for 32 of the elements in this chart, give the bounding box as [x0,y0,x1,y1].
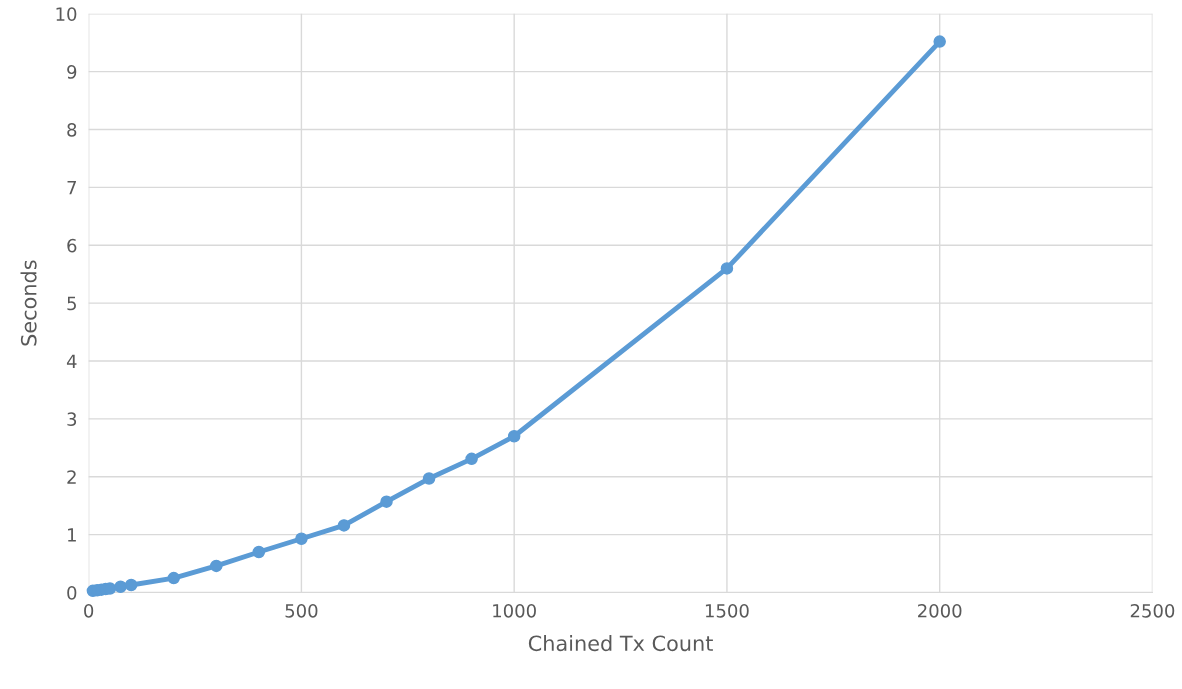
y-tick-label: 6 [67,238,77,253]
point [422,472,436,485]
x-tick-label: 1500 [705,603,749,618]
point [933,35,946,48]
y-tick-label: 1 [68,528,76,542]
y-axis-title: Seconds [20,260,37,346]
point [507,430,521,443]
x-tick-label: 2500 [1130,603,1175,618]
y-tick-label: 10 [56,7,77,21]
y-tick-label: 0 [67,586,77,600]
y-tick-label: 9 [67,65,77,79]
x-tick-label: 500 [285,603,318,618]
y-tick-label: 5 [67,296,76,311]
y-tick-label: 7 [67,181,76,195]
point [295,532,308,545]
point [337,519,351,532]
point [465,452,478,466]
point [124,578,138,592]
x-tick-label: 1000 [493,603,536,618]
y-tick-label: 8 [67,122,77,137]
point [720,262,734,275]
x-tick-label: 2000 [918,603,962,618]
x-axis-title: Chained Tx Count [528,635,713,652]
y-tick-label: 3 [67,412,77,427]
point [252,545,266,559]
point [167,571,181,585]
y-tick-label: 4 [66,354,77,368]
point [380,495,393,508]
y-tick-label: 2 [67,470,76,484]
point [210,559,223,573]
x-tick-label: 0 [84,603,94,618]
point [114,580,127,594]
